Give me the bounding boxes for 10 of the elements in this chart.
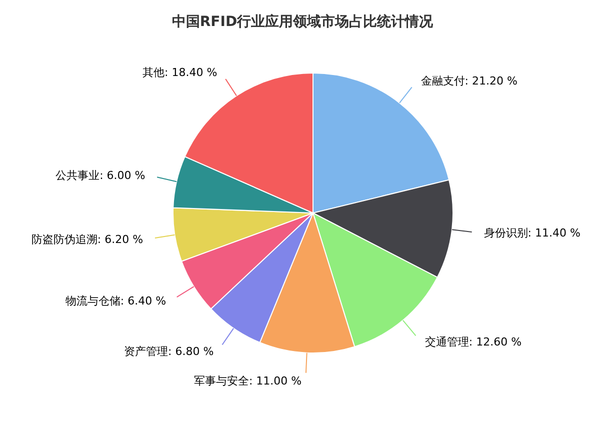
slice-label: 资产管理: 6.80 % (124, 344, 214, 358)
slice-label: 交通管理: 12.60 % (424, 335, 522, 348)
slice-label: 金融支付: 21.20 % (420, 74, 518, 88)
slice-label: 军事与安全: 11.00 % (194, 374, 302, 388)
slice-label: 公共事业: 6.00 % (56, 168, 146, 182)
slice-label: 身份识别: 11.40 % (484, 226, 580, 240)
slice-label: 其他: 18.40 % (142, 66, 218, 79)
chart-title: 中国RFID行业应用领域市场占比统计情况 (172, 13, 434, 30)
slice-label: 防盗防伪追溯: 6.20 % (31, 232, 144, 246)
slice-label: 物流与仓储: 6.40 % (65, 294, 166, 308)
